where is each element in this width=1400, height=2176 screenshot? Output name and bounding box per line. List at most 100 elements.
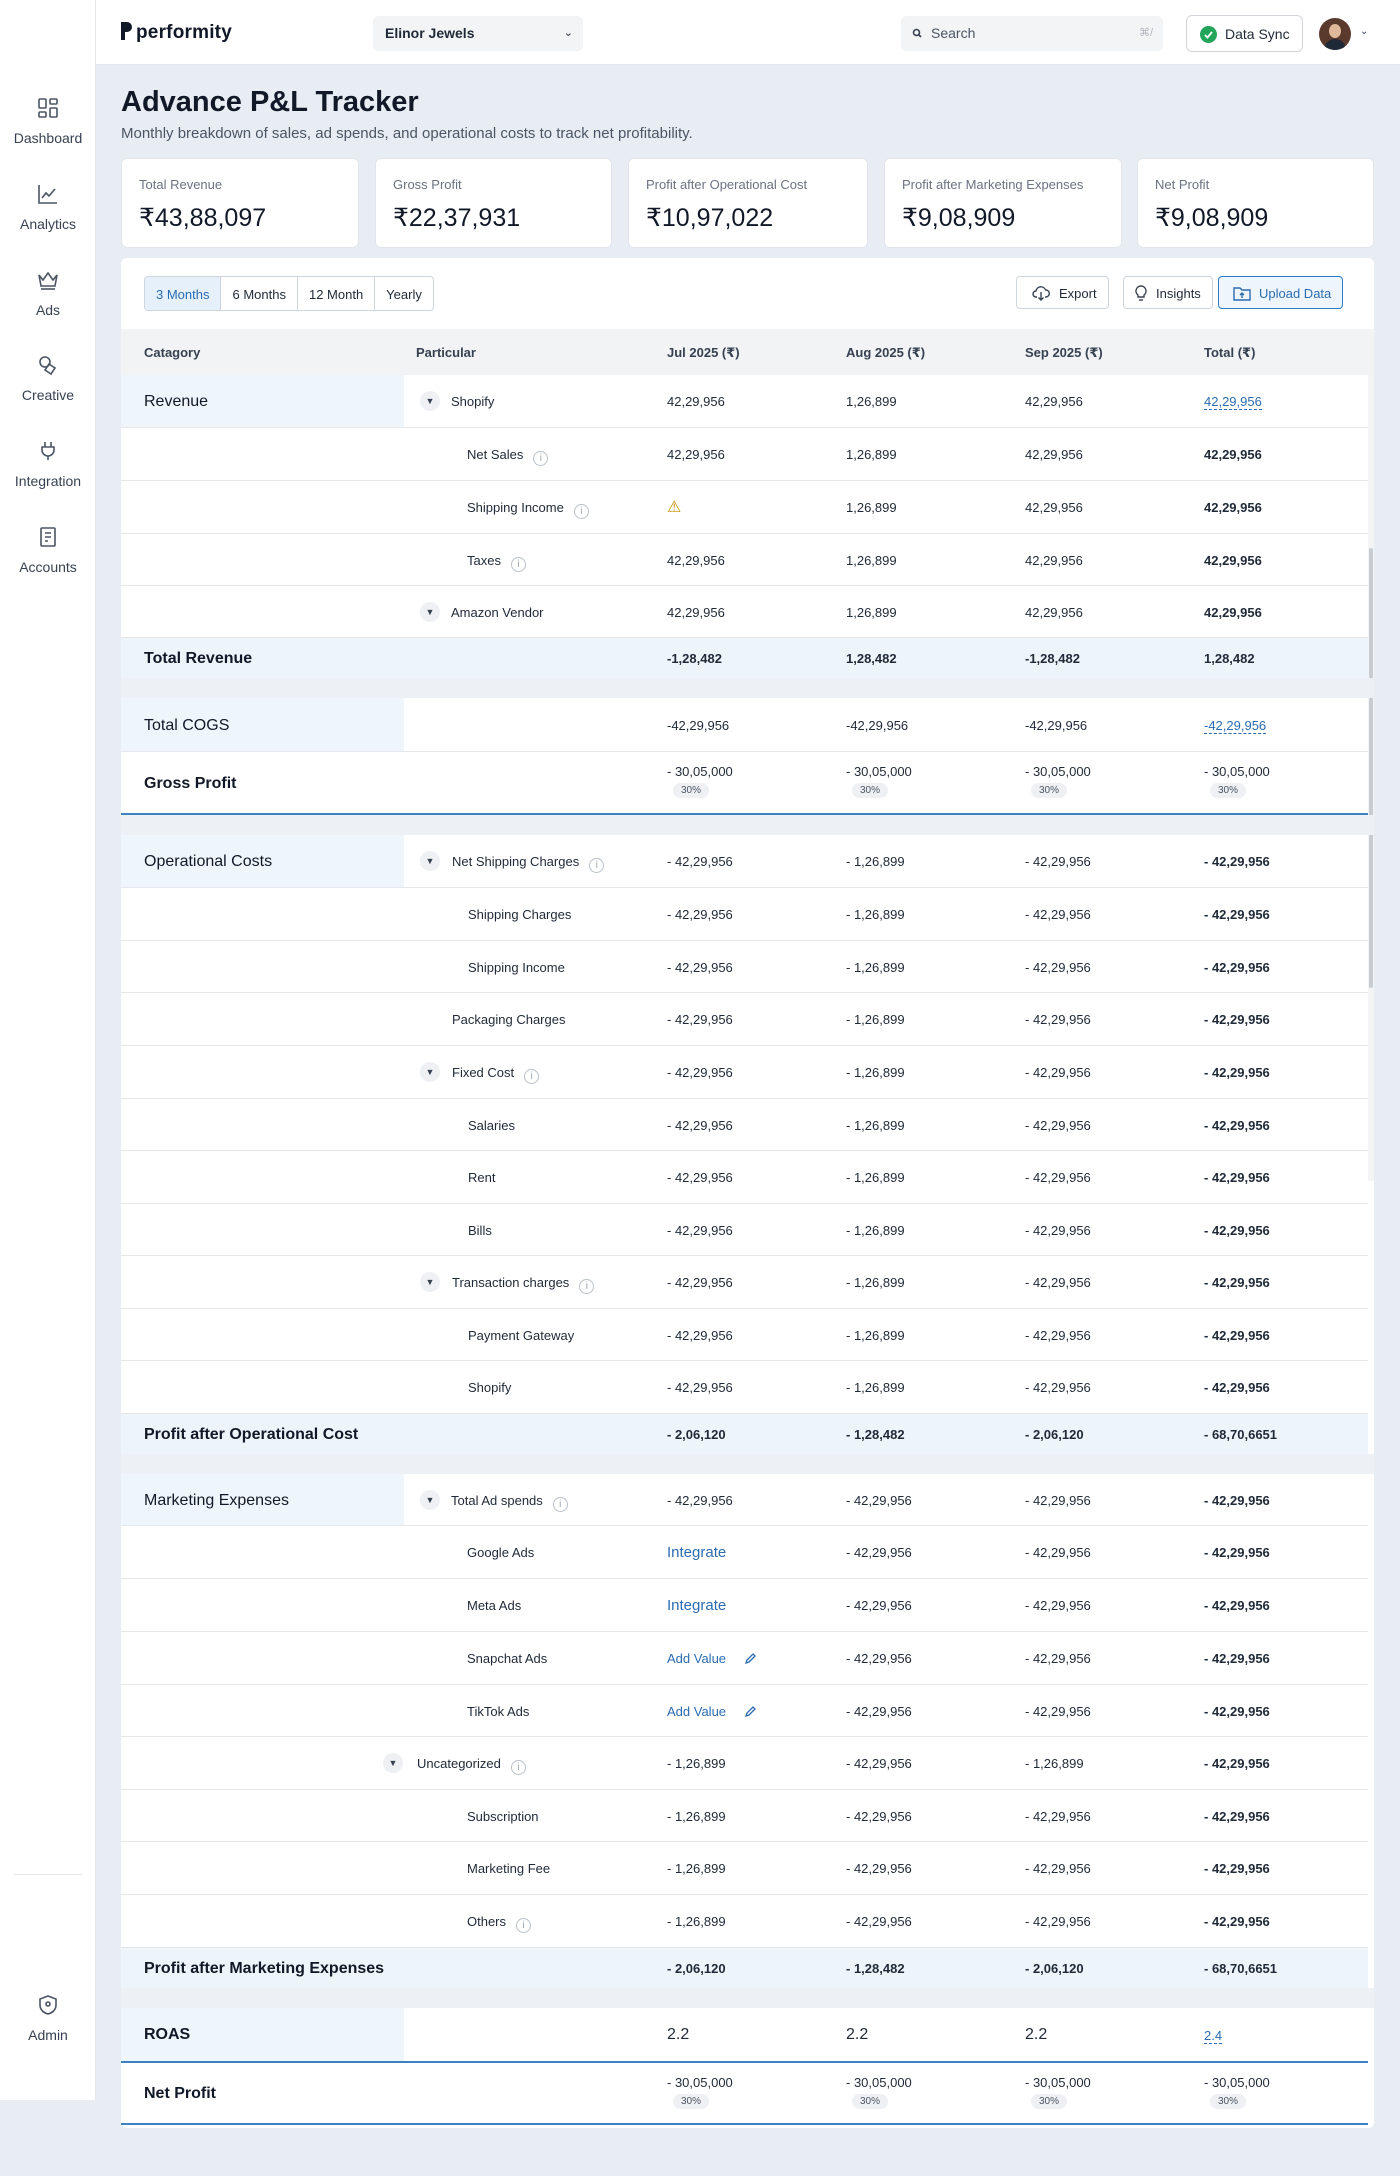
particular-cell: Fixed Cost i bbox=[452, 1065, 540, 1084]
chevron-down-icon: ⌄ bbox=[563, 27, 573, 39]
total-cogs-row: Total COGS -42,29,956 -42,29,956 -42,29,… bbox=[121, 698, 1368, 752]
logo-text: performity bbox=[136, 22, 232, 43]
value-sep: - 42,29,956 bbox=[1025, 1545, 1091, 1560]
collapse-toggle-icon[interactable]: ▼ bbox=[420, 391, 440, 411]
info-icon[interactable]: i bbox=[510, 1760, 526, 1775]
value-aug: -42,29,956 bbox=[846, 718, 909, 733]
kpi-net-profit: Net Profit ₹9,08,909 bbox=[1137, 158, 1374, 248]
value-sep: - 42,29,956 bbox=[1025, 1118, 1091, 1133]
add-value-button[interactable]: Add Value bbox=[667, 1704, 757, 1719]
category-cell: Total COGS bbox=[121, 698, 404, 751]
table-row[interactable]: Operational Costs ▼ Net Shipping Charges… bbox=[121, 835, 1368, 888]
value-sep: 42,29,956 bbox=[1025, 500, 1083, 515]
table-row[interactable]: ▼ Transaction charges i - 42,29,956 - 1,2… bbox=[121, 1256, 1368, 1309]
value-total-link[interactable]: 2.4 bbox=[1204, 2028, 1223, 2044]
info-icon[interactable]: i bbox=[573, 504, 589, 519]
value-total: - 30,05,000 30% bbox=[1204, 764, 1270, 798]
category-label: Operational Costs bbox=[144, 853, 273, 870]
collapse-toggle-icon[interactable]: ▼ bbox=[420, 1062, 440, 1082]
value-total-link[interactable]: 42,29,956 bbox=[1204, 394, 1262, 410]
integrate-meta-ads-link[interactable]: Integrate bbox=[667, 1597, 727, 1614]
value-total-link[interactable]: -42,29,956 bbox=[1204, 718, 1267, 734]
value-sep: - 42,29,956 bbox=[1025, 1704, 1091, 1719]
table-row[interactable]: ▼ Amazon Vendor 42,29,956 1,26,899 42,29… bbox=[121, 586, 1368, 638]
percent-badge: 30% bbox=[673, 2094, 710, 2109]
data-sync-button[interactable]: Data Sync bbox=[1186, 15, 1303, 52]
table-row[interactable]: ▼ Fixed Cost i - 42,29,956 - 1,26,899 - 4… bbox=[121, 1046, 1368, 1099]
collapse-toggle-icon[interactable]: ▼ bbox=[420, 1490, 440, 1510]
sidebar-item-analytics[interactable]: Analytics bbox=[0, 182, 96, 232]
info-icon[interactable]: i bbox=[533, 451, 549, 466]
sidebar-item-ads[interactable]: Ads bbox=[0, 268, 96, 318]
kpi-label: Gross Profit bbox=[393, 177, 462, 192]
info-icon[interactable]: i bbox=[510, 557, 526, 572]
info-icon[interactable]: i bbox=[552, 1497, 568, 1512]
value-sep: 42,29,956 bbox=[1025, 605, 1083, 620]
value-aug: - 42,29,956 bbox=[846, 1914, 912, 1929]
value-aug: - 1,26,899 bbox=[846, 1065, 905, 1080]
period-yearly[interactable]: Yearly bbox=[386, 287, 422, 302]
search-icon bbox=[912, 28, 922, 38]
search-input[interactable]: Search ⌘/ bbox=[901, 16, 1163, 51]
value-jul: - 42,29,956 bbox=[667, 1118, 733, 1133]
value-sep: - 42,29,956 bbox=[1025, 1651, 1091, 1666]
crown-icon bbox=[38, 271, 58, 290]
chevron-down-icon[interactable]: ⌄ bbox=[1360, 26, 1369, 37]
header-total: Total (₹) bbox=[1204, 345, 1256, 360]
section-gap bbox=[121, 1454, 1374, 1474]
particular-cell: Shipping Income i bbox=[467, 500, 589, 519]
add-value-button[interactable]: Add Value bbox=[667, 1651, 757, 1666]
table-row[interactable]: ▼ Uncategorized i - 1,26,899 - 42,29,956 … bbox=[121, 1737, 1368, 1790]
sidebar-item-dashboard[interactable]: Dashboard bbox=[0, 96, 96, 146]
sidebar-item-label: Admin bbox=[28, 2027, 68, 2043]
info-icon[interactable]: i bbox=[579, 1279, 595, 1294]
sidebar-item-label: Creative bbox=[21, 387, 75, 403]
sidebar-item-integration[interactable]: Integration bbox=[0, 439, 96, 489]
brand-select[interactable]: Elinor Jewels ⌄ bbox=[373, 16, 583, 51]
particular-cell: Others i bbox=[467, 1914, 532, 1933]
collapse-toggle-icon[interactable]: ▼ bbox=[383, 1753, 403, 1773]
value-total: - 42,29,956 bbox=[1204, 1275, 1270, 1290]
value-total: - 42,29,956 bbox=[1204, 1861, 1270, 1876]
collapse-toggle-icon[interactable]: ▼ bbox=[420, 602, 440, 622]
total-label: Profit after Marketing Expenses bbox=[144, 1960, 385, 1977]
logo-mark-icon bbox=[121, 22, 132, 40]
sidebar-item-accounts[interactable]: Accounts bbox=[0, 525, 96, 575]
value-jul: -1,28,482 bbox=[667, 651, 722, 666]
warning-icon[interactable]: ⚠ bbox=[667, 499, 682, 516]
particular-label: Total Ad spends bbox=[451, 1493, 543, 1508]
avatar[interactable] bbox=[1319, 18, 1351, 50]
period-6-months[interactable]: 6 Months bbox=[221, 277, 298, 310]
sidebar-item-admin[interactable]: Admin bbox=[0, 1993, 96, 2043]
collapse-toggle-icon[interactable]: ▼ bbox=[420, 1272, 440, 1292]
integrate-google-ads-link[interactable]: Integrate bbox=[667, 1544, 727, 1561]
value-text: - 30,05,000 bbox=[846, 2075, 912, 2090]
value-jul: - 42,29,956 bbox=[667, 854, 733, 869]
particular-label: Subscription bbox=[467, 1809, 539, 1824]
table-scrollbar-thumb[interactable] bbox=[1369, 548, 1373, 988]
collapse-toggle-icon[interactable]: ▼ bbox=[420, 851, 440, 871]
logo[interactable]: performity bbox=[120, 21, 232, 44]
info-icon[interactable]: i bbox=[589, 858, 605, 873]
particular-cell: Transaction charges i bbox=[452, 1275, 595, 1294]
value-total: - 42,29,956 bbox=[1204, 960, 1270, 975]
value-jul: - 42,29,956 bbox=[667, 960, 733, 975]
value-aug: - 42,29,956 bbox=[846, 1756, 912, 1771]
insights-button[interactable]: Insights bbox=[1123, 276, 1213, 309]
category-label: Total COGS bbox=[144, 717, 230, 734]
sidebar-item-creative[interactable]: Creative bbox=[0, 353, 96, 403]
table-row: Meta Ads Integrate - 42,29,956 - 42,29,9… bbox=[121, 1579, 1368, 1632]
period-3-months[interactable]: 3 Months bbox=[145, 277, 222, 310]
analytics-icon bbox=[38, 185, 57, 204]
info-icon[interactable]: i bbox=[516, 1918, 532, 1933]
table-row: Snapchat Ads Add Value - 42,29,956 - 42,… bbox=[121, 1632, 1368, 1685]
export-button[interactable]: Export bbox=[1016, 276, 1109, 309]
info-icon[interactable]: i bbox=[524, 1069, 540, 1084]
value-total: - 42,29,956 bbox=[1204, 1380, 1270, 1395]
particular-label: Shipping Charges bbox=[468, 907, 572, 922]
edit-pencil-icon bbox=[744, 1706, 756, 1718]
upload-data-button[interactable]: Upload Data bbox=[1218, 276, 1344, 309]
table-row[interactable]: Marketing Expenses ▼ Total Ad spends i - … bbox=[121, 1474, 1368, 1526]
period-12-month[interactable]: 12 Month bbox=[298, 277, 376, 310]
table-row[interactable]: Revenue ▼ Shopify 42,29,956 1,26,899 42,… bbox=[121, 375, 1368, 428]
